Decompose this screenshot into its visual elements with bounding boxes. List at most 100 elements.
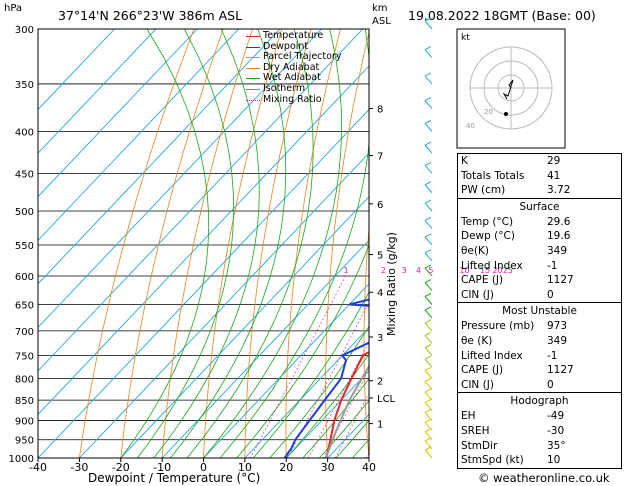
surface-theta-value: 349	[547, 244, 568, 257]
isotherm-line	[38, 29, 115, 111]
x-tick-label: 10	[238, 461, 252, 474]
dry-adiabat-line	[79, 29, 195, 458]
location-title: 37°14'N 266°23'W 386m ASL	[58, 8, 243, 23]
pressure-tick-label: 450	[15, 169, 34, 180]
pw-label: PW (cm)	[461, 184, 506, 197]
wind-barb-flag	[424, 17, 432, 22]
wet-adiabat-line	[170, 29, 287, 458]
surface-cin-row: CIN (J) 0	[458, 288, 621, 303]
km-tick-label: 2	[377, 377, 383, 388]
wind-barb-staff	[424, 75, 433, 85]
surface-theta-label: θe(K)	[461, 244, 489, 257]
wind-barb-staff	[424, 252, 433, 262]
mixing-ratio-line	[334, 392, 369, 458]
wind-barb-flag	[424, 344, 432, 348]
km-tick-label: 6	[377, 200, 383, 211]
wet-adiabat-line	[236, 244, 369, 458]
wind-barb-staff	[424, 335, 433, 344]
wind-barb-flag	[424, 398, 432, 403]
x-axis-label: Dewpoint / Temperature (°C)	[88, 471, 261, 485]
eh-value: -49	[547, 410, 565, 423]
mu-cape-row: CAPE (J) 1127	[458, 363, 621, 378]
k-value: 29	[547, 155, 561, 167]
wind-barb-flag	[424, 162, 432, 166]
surface-cape-row: CAPE (J) 1127	[458, 273, 621, 288]
wind-barb-flag	[424, 306, 432, 311]
mu-li-label: Lifted Index	[461, 349, 523, 362]
pressure-tick-label: 550	[15, 241, 34, 252]
x-tick-label: 30	[321, 461, 335, 474]
wind-barb-flag	[424, 264, 432, 269]
wind-barb-flag	[424, 418, 432, 423]
pressure-tick-label: 900	[15, 416, 34, 427]
legend-item-label: Dewpoint	[263, 40, 309, 52]
wind-barb-flag	[424, 378, 432, 382]
mu-theta-row: θe (K) 349	[458, 334, 621, 349]
datetime-title: 19.08.2022 18GMT (Base: 00)	[408, 8, 596, 23]
wind-barb-flag	[424, 249, 432, 254]
wind-barb-staff	[424, 358, 433, 368]
isotherm-line	[38, 29, 281, 285]
wind-barb-staff	[424, 202, 433, 212]
dry-adiabat-line	[401, 29, 428, 458]
pressure-tick-label: 600	[15, 272, 34, 283]
legend-item-label: Mixing Ratio	[263, 93, 322, 105]
wind-barb-staff	[424, 322, 433, 332]
wind-barb-staff	[424, 220, 433, 229]
wind-barb-staff	[424, 123, 433, 132]
mu-li-row: Lifted Index -1	[458, 349, 621, 364]
mu-cin-row: CIN (J) 0	[458, 378, 621, 393]
isotherm-line	[38, 29, 240, 241]
km-tick-label: LCL	[377, 394, 396, 405]
x-tick-label: -10	[153, 461, 171, 474]
storm-motion-point	[504, 112, 508, 116]
wind-barb-staff	[424, 391, 433, 401]
wind-barb-staff	[424, 20, 433, 30]
surface-cin-value: 0	[547, 288, 554, 301]
sreh-value: -30	[547, 424, 565, 437]
wind-barb-staff	[424, 440, 433, 450]
wind-barb-flag	[424, 279, 432, 283]
dry-adiabat-line	[325, 30, 369, 458]
wind-barb-flag	[424, 437, 432, 442]
km-tick-label: 8	[377, 105, 383, 116]
mixing-ratio-tick-label: 5	[428, 266, 433, 275]
km-tick-label: 5	[377, 251, 383, 262]
pressure-tick-label: 300	[15, 25, 34, 36]
dry-adiabat-line	[120, 29, 224, 458]
x-tick-label: -40	[29, 461, 47, 474]
wind-barb-flag	[424, 216, 432, 221]
mixing-ratio-tick-label: 25	[503, 266, 513, 275]
mu-theta-value: 349	[547, 334, 568, 347]
hodograph-ring-label: 20	[484, 108, 493, 116]
dry-adiabat-line	[244, 29, 312, 458]
wind-barb-staff	[424, 100, 433, 109]
wind-barb-staff	[424, 309, 433, 319]
surface-cape-value: 1127	[547, 274, 574, 287]
km-tick-label: 3	[377, 333, 383, 344]
km-tick-label: 7	[377, 152, 383, 163]
isotherm-line	[203, 283, 369, 458]
mu-pres-value: 973	[547, 320, 568, 333]
isotherm-line	[161, 239, 369, 458]
wind-barb-flag	[424, 428, 432, 433]
wet-adiabat-line	[186, 29, 314, 458]
legend-swatch	[246, 89, 260, 90]
hpa-axis-label: hPa	[4, 3, 23, 14]
pressure-tick-label: 650	[15, 301, 34, 312]
mu-li-value: -1	[547, 349, 558, 362]
wind-barb-flag	[424, 388, 432, 393]
legend-swatch	[246, 99, 260, 101]
wind-barb-staff	[424, 296, 433, 305]
dry-adiabat-line	[285, 29, 341, 458]
mixing-ratio-tick-label: 4	[416, 266, 421, 275]
isotherm-line	[38, 29, 198, 198]
stmdir-row: StmDir 35°	[458, 439, 621, 454]
dry-adiabat-line	[203, 29, 283, 458]
pw-value: 3.72	[547, 184, 571, 197]
wind-barb-staff	[424, 236, 433, 246]
tt-label: Totals Totals	[461, 169, 525, 182]
hodograph-unit-label: kt	[461, 33, 470, 43]
mixing-ratio-axis-label: Mixing Ratio (g/kg)	[385, 232, 398, 336]
surface-cin-label: CIN (J)	[461, 288, 494, 301]
